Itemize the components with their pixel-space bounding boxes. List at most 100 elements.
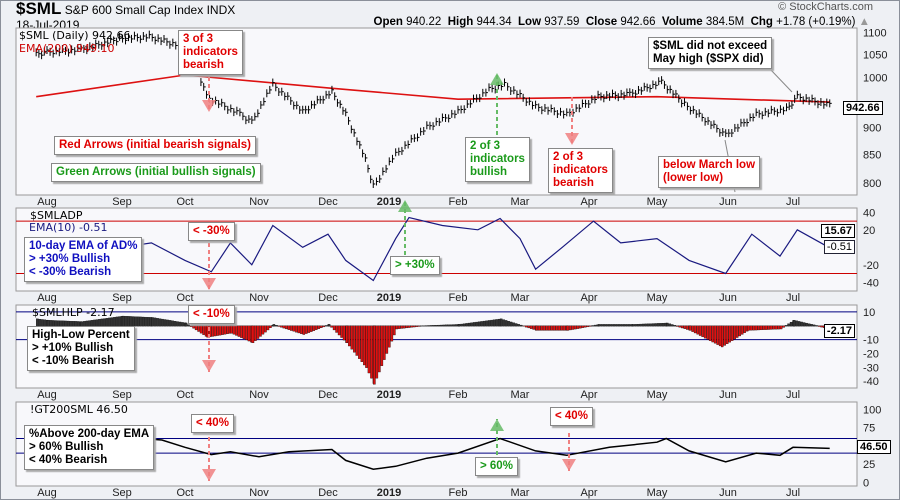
adp-title: $SMLADP [30,209,83,222]
hlp-bar [297,325,301,334]
hlp-bar [696,325,699,335]
hlp-bar [641,323,645,327]
hlp-bar [408,325,411,328]
symbol: $SML [16,0,62,18]
hlp-bar [507,321,510,327]
hlp-bar [467,322,471,327]
hlp-bar [671,324,674,327]
adp-ema-legend: EMA(10) -0.51 [29,221,108,234]
hlp-bar [422,325,426,327]
hlp-bar [532,325,535,330]
y-tick-label: -40 [863,277,879,289]
hlp-bar [537,325,541,331]
x-tick-label: May [647,196,668,208]
hlp-bar [777,325,780,330]
high-value: 944.34 [476,16,512,28]
hlp-bar [415,325,419,327]
hlp-bar [752,325,755,331]
gt200-tag: 46.50 [857,440,891,454]
hlp-bar [322,325,326,328]
open-value: 940.22 [406,16,442,28]
x-tick-label: Sep [112,292,132,304]
hlp-bar [475,321,478,327]
hlp-bar [812,324,816,327]
hlp-bar [502,319,505,327]
hlp-bar [495,319,498,327]
hlp-bar [358,325,361,359]
hlp-bar [681,325,684,329]
x-tick-label: 2019 [377,196,401,208]
hlp-bar [240,325,243,338]
hlp-bar [194,325,198,331]
hlp-bar [723,325,726,346]
hlp-bar [480,321,483,327]
annotation-lower-low: below March low (lower low) [658,156,761,188]
bullish-arrow-icon [490,419,504,431]
hlp-bar [251,325,255,344]
hlp-bar [285,325,288,330]
hlp-bar [817,325,821,327]
hlp-bar [230,325,233,334]
close-label: Close [585,16,618,28]
x-tick-label: Oct [176,196,193,208]
panel-1 [15,207,858,292]
volume-value: 384.5M [705,16,745,28]
hlp-bar [805,322,808,327]
open-label: Open [373,16,403,28]
hlp-bar [330,325,333,328]
hlp-bar [435,325,438,327]
x-tick-label: Apr [580,196,597,208]
hlp-bar [574,325,577,330]
hlp-bar [340,325,343,338]
hlp-bar [579,325,582,329]
up-triangle-icon: ▲ [858,16,870,28]
hlp-bar [393,325,396,336]
hlp-bar [535,325,538,331]
hlp-bar [792,320,796,327]
hlp-bar [121,315,125,327]
x-tick-label: May [647,292,668,304]
annotation-2of3-bearish: 2 of 3 indicators bearish [548,148,613,193]
bullish-arrow-icon [490,73,504,85]
hlp-bar [522,325,525,327]
y-tick-label: 40 [863,207,875,219]
hlp-bar [134,316,137,327]
hlp-bar [206,325,209,338]
hlp-bar [427,325,431,327]
hlp-bar [292,325,296,332]
y-tick-label: 900 [863,122,881,134]
hlp-bar [202,325,205,335]
hlp-bar [355,325,359,356]
hlp-bar [146,317,150,327]
hlp-bar [485,320,488,327]
hlp-bar [388,325,391,348]
x-tick-label: May [647,389,668,401]
hlp-bar [139,316,142,327]
hlp-bar [767,325,770,330]
hlp-bar [661,322,665,327]
hlp-bar [764,325,768,330]
hlp-bar [519,324,523,327]
hlp-bar [542,325,546,331]
y-tick-label: -20 [863,348,879,360]
hlp-bar [457,324,461,327]
hlp-bar [450,324,453,327]
annotation-adp-bear: < -30% [188,222,235,241]
low-value: 937.59 [544,16,580,28]
hlp-bar [706,325,709,340]
hlp-bar [302,325,306,335]
hlp-bar [168,320,172,327]
bearish-arrow-icon [202,469,216,481]
adp-tag-2: -0.51 [823,240,855,254]
bearish-arrow-icon [565,133,579,145]
hlp-bar [550,325,553,331]
x-tick-label: Mar [511,389,530,401]
hlp-bar [807,323,811,327]
chart-header: $SML S&P 600 Small Cap Index INDX [16,0,235,17]
bearish-arrow-icon [562,459,576,471]
hlp-bar [757,325,760,331]
hlp-bar [569,325,572,331]
hlp-bar [151,317,154,327]
hlp-bar [797,321,801,327]
hlp-bar [725,325,729,345]
